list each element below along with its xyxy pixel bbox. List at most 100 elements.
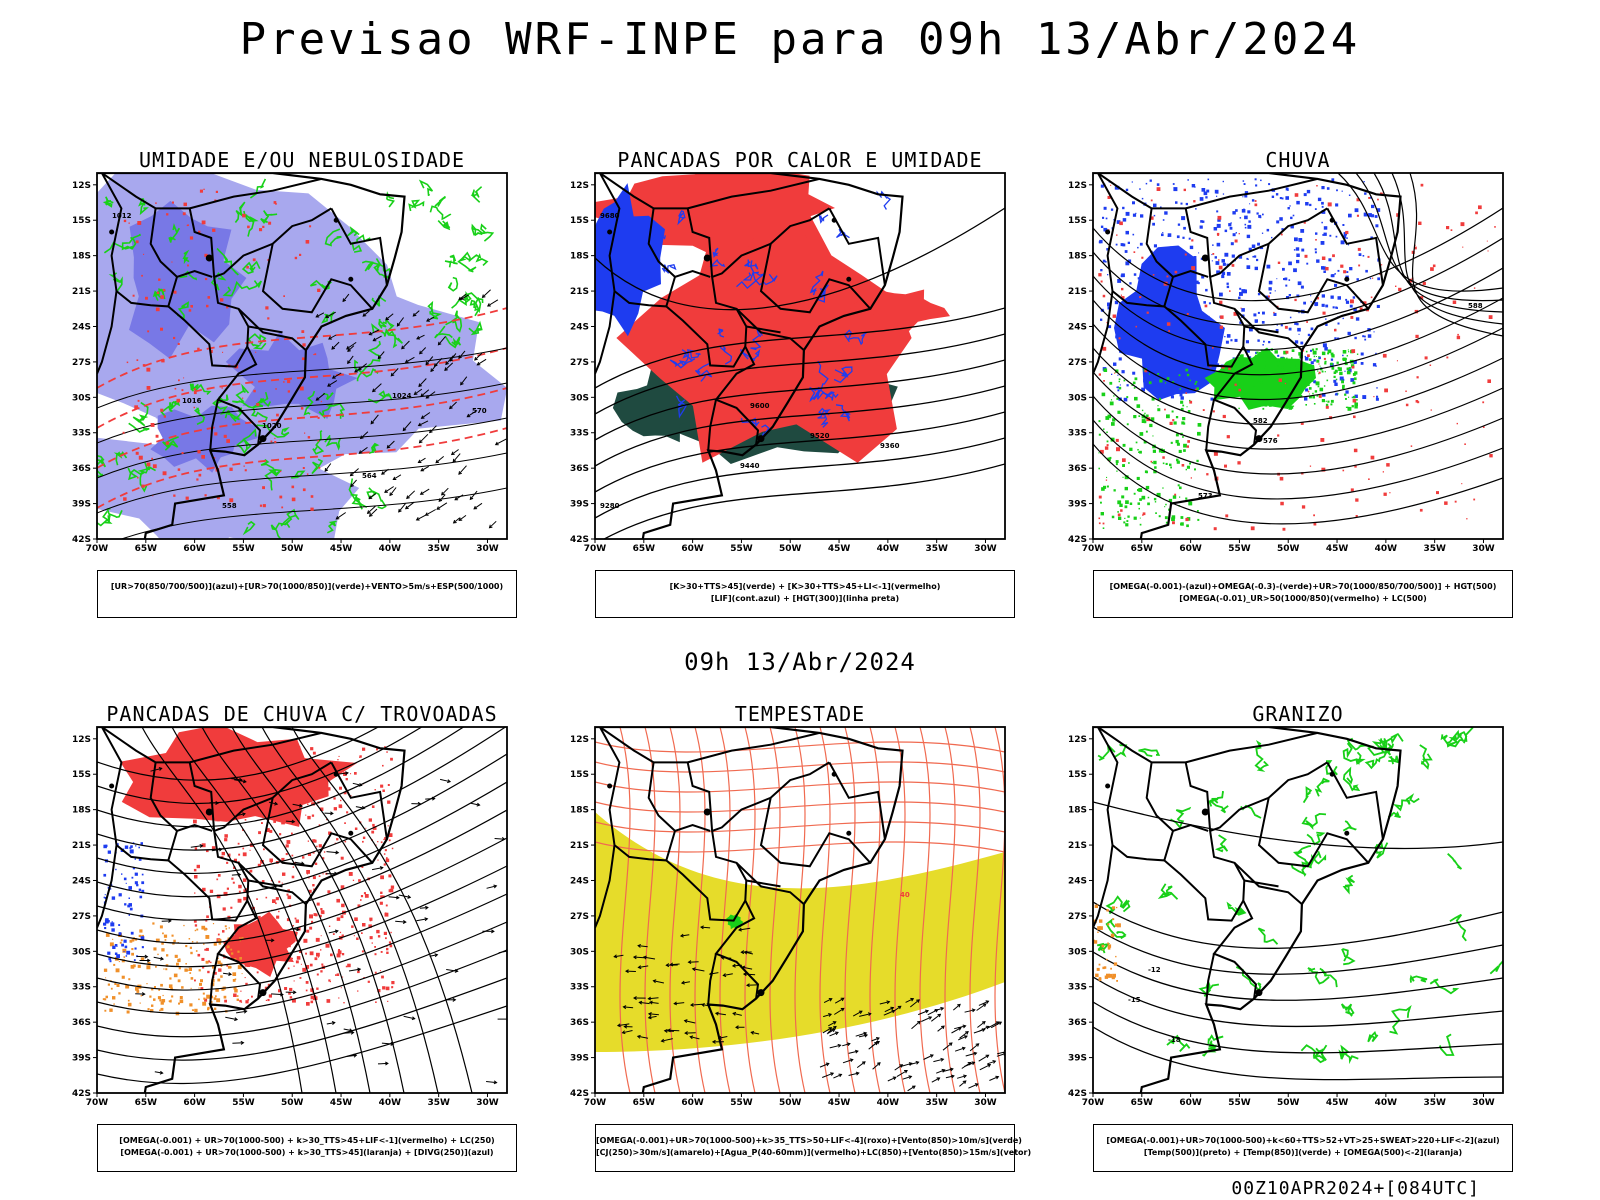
lat-label: 30S [1068, 947, 1087, 957]
lat-label: 12S [570, 735, 589, 745]
run-footer: 00Z10APR2024+[084UTC] [1231, 1178, 1480, 1199]
lon-label: 65W [1131, 1098, 1154, 1108]
lon-label: 55W [1228, 544, 1251, 554]
lon-label: 40W [1375, 544, 1398, 554]
lon-label: 50W [1277, 1098, 1300, 1108]
lat-label: 12S [1068, 181, 1087, 191]
lat-label: 36S [570, 1018, 589, 1028]
panel-title: PANCADAS DE CHUVA C/ TROVOADAS [106, 702, 498, 726]
map-frame [594, 726, 1006, 1094]
lat-label: 33S [570, 983, 589, 993]
lon-label: 60W [1179, 1098, 1202, 1108]
lif-blue-area [595, 183, 665, 337]
lat-label: 33S [72, 429, 91, 439]
lat-label: 18S [72, 806, 91, 816]
panel-title: UMIDADE E/OU NEBULOSIDADE [138, 148, 466, 172]
legend-line: [OMEGA(-0.01)_UR>50(1000/850)(vermelho) … [1179, 594, 1427, 603]
lat-label: 27S [570, 358, 589, 368]
lon-label: 30W [1472, 1098, 1495, 1108]
lon-label: 45W [1326, 1098, 1349, 1108]
lat-label: 18S [72, 252, 91, 262]
omega-green-area [1238, 348, 1359, 411]
lat-label: 15S [1068, 770, 1087, 780]
lon-label: 35W [925, 544, 948, 554]
lat-label: 12S [570, 181, 589, 191]
contour-label: 576 [1263, 437, 1278, 445]
lat-label: 18S [570, 806, 589, 816]
lakes [607, 771, 852, 997]
lat-label: 42S [570, 1089, 589, 1099]
contour-label: 9600 [750, 402, 770, 410]
lon-label: 35W [427, 1098, 450, 1108]
lat-label: 27S [72, 912, 91, 922]
lat-label: 39S [1068, 1054, 1087, 1064]
legend-umidade: [UR>70(850/700/500)](azul)+[UR>70(1000/8… [97, 570, 517, 618]
panel-pancadas-calor: PANCADAS POR CALOR E UMIDADE 9680 9600 952… [560, 148, 1040, 638]
lon-label: 40W [1375, 1098, 1398, 1108]
streamline-arrows [135, 767, 507, 1085]
lat-label: 42S [1068, 535, 1087, 545]
legend-pancadas-calor: [K>30+TTS>45](verde) + [K>30+TTS>45+LI<-… [595, 570, 1015, 618]
lat-label: 36S [1068, 464, 1087, 474]
contour-label: 558 [222, 502, 237, 510]
lon-label: 55W [232, 544, 255, 554]
map-content: 40 [595, 727, 1005, 1093]
lon-label: 70W [1082, 1098, 1105, 1108]
lon-label: 45W [828, 1098, 851, 1108]
map-content: -12 -15 -18 [1093, 727, 1503, 1093]
lon-label: 45W [1326, 544, 1349, 554]
lon-label: 35W [1423, 544, 1446, 554]
panel-title: CHUVA [1265, 148, 1331, 172]
coastline [595, 727, 904, 1093]
lat-label: 39S [72, 1054, 91, 1064]
contour-labels: -12 -15 -18 [1128, 966, 1181, 1044]
map-frame [1092, 172, 1504, 540]
lat-label: 33S [1068, 983, 1087, 993]
panel-chuva: CHUVA 588 582 576 573 12S 15S 18S 21S 24S 27S 30S 3… [1058, 148, 1538, 638]
contour-label: -12 [1148, 966, 1161, 974]
lat-label: 18S [1068, 252, 1087, 262]
rh-green-contours [408, 179, 495, 349]
contour-label: 40 [900, 891, 910, 899]
lon-label: 40W [379, 544, 402, 554]
lat-label: 27S [72, 358, 91, 368]
legend-line: [LIF](cont.azul) + [HGT(300)](linha pret… [710, 594, 900, 603]
lakes [1105, 217, 1350, 443]
lon-label: 70W [86, 544, 109, 554]
coastline [97, 173, 406, 539]
lat-label: 21S [1068, 287, 1087, 297]
lon-label: 65W [1131, 544, 1154, 554]
coastline [97, 727, 406, 1093]
lon-label: 35W [427, 544, 450, 554]
lat-label: 27S [1068, 358, 1087, 368]
convection-red-area [192, 745, 395, 1006]
map-content: 1012 1016 1020 1024 570 564 558 [97, 173, 507, 539]
lat-label: 30S [570, 947, 589, 957]
omega-green-area [1204, 347, 1316, 410]
lon-label: 40W [379, 1098, 402, 1108]
country-borders [595, 727, 886, 1005]
jet-yellow-area [595, 812, 1005, 1052]
lon-label: 55W [730, 544, 753, 554]
lat-label: 18S [1068, 806, 1087, 816]
contour-label: 9280 [600, 502, 620, 510]
humidity-blue-core [225, 331, 358, 419]
contour-label: 573 [1198, 492, 1213, 500]
legend-tempestade: [OMEGA(-0.001)+UR>70(1000-500)+k>35_TTS>… [595, 1124, 1031, 1172]
contour-label: 570 [472, 407, 487, 415]
map-frame [594, 172, 1006, 540]
lon-label: 55W [232, 1098, 255, 1108]
lon-label: 30W [476, 1098, 499, 1108]
lat-label: 24S [1068, 322, 1087, 332]
map-content [97, 727, 507, 1093]
lat-label: 24S [72, 876, 91, 886]
contour-labels: 40 [900, 891, 910, 899]
contour-label: 1012 [112, 212, 132, 220]
temp850-green-contours [1096, 727, 1503, 1065]
contour-label: 9680 [600, 212, 620, 220]
lat-label: 24S [1068, 876, 1087, 886]
